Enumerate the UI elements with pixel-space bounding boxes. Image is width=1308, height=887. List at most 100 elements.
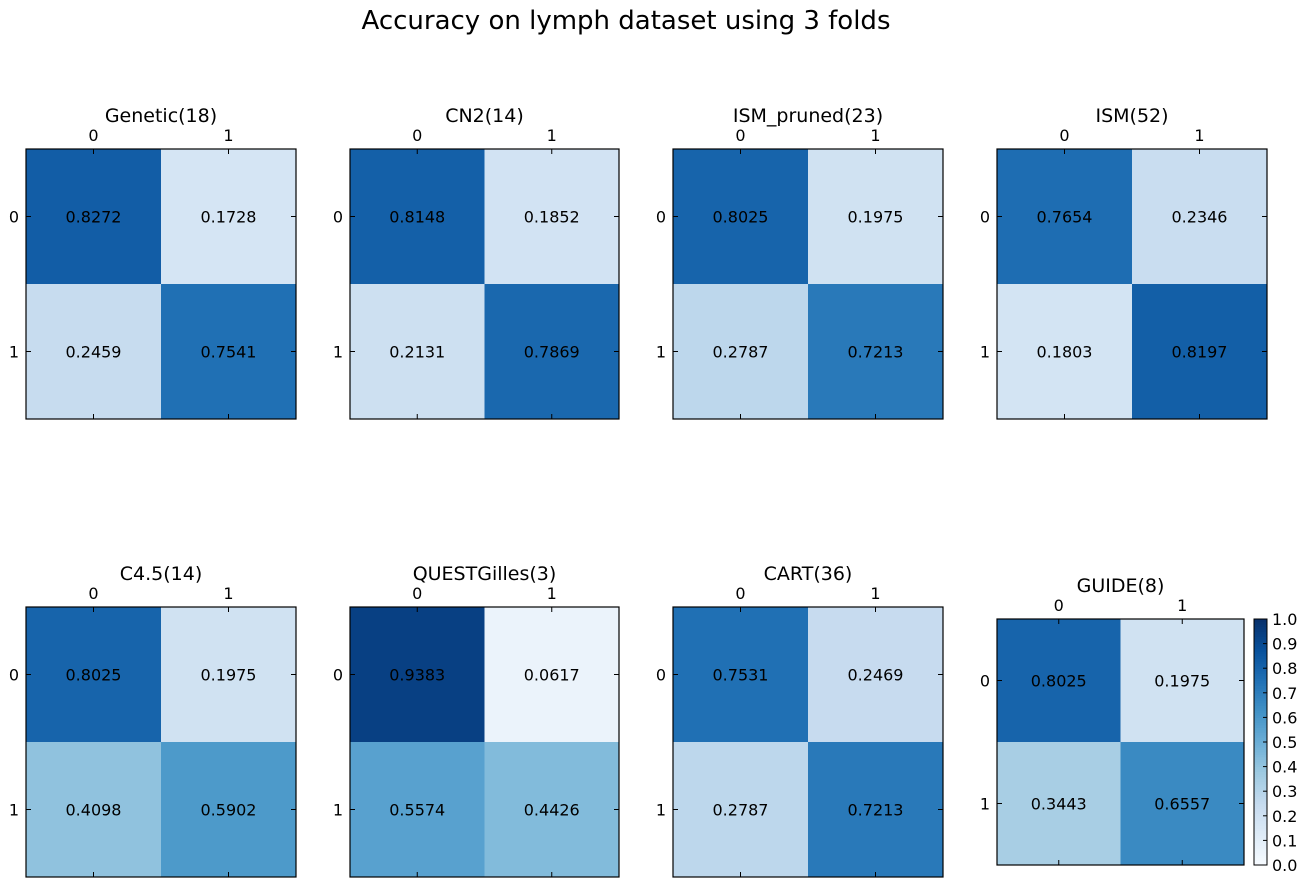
panel-title: Genetic(18)	[105, 105, 217, 127]
colorbar-segment	[1254, 650, 1267, 655]
y-tick-label: 1	[980, 343, 990, 362]
heatmap-cell	[808, 742, 943, 877]
colorbar-segment	[1254, 687, 1267, 691]
colorbar-segment	[1254, 680, 1267, 684]
heatmap-cell	[26, 284, 161, 419]
colorbar-segment	[1254, 860, 1267, 864]
colorbar-segment	[1254, 727, 1267, 731]
panel-title: ISM_pruned(23)	[733, 105, 883, 127]
heatmap-cell	[997, 149, 1132, 284]
panel-frame	[672, 606, 944, 878]
cell-value-label: 0.8148	[389, 208, 445, 227]
panel-title: CN2(14)	[445, 105, 524, 127]
heatmap-panel: 0.8025 0.1975 0.3443 0.6557 0 0 1 1 GUIDE(8)	[980, 575, 1245, 866]
colorbar-segment	[1254, 717, 1267, 721]
y-tick-label: 1	[980, 795, 990, 814]
colorbar-segment	[1254, 744, 1267, 748]
heatmap-panel: 0.8025 0.1975 0.4098 0.5902 0 0 1 1 C4.5(14)	[9, 563, 297, 878]
cell-value-label: 0.2459	[66, 343, 122, 362]
y-tick-label: 0	[980, 672, 990, 691]
heatmap-cell	[26, 742, 161, 877]
colorbar-tick-label: 0.0	[1272, 856, 1297, 875]
colorbar-segment	[1254, 833, 1267, 837]
colorbar-segment	[1254, 764, 1267, 768]
cell-value-label: 0.7654	[1037, 208, 1093, 227]
cell-value-label: 0.7531	[713, 666, 769, 685]
heatmap-cell	[1120, 742, 1244, 865]
heatmap-cell	[1120, 619, 1244, 742]
colorbar-segment	[1254, 643, 1267, 647]
heatmap-cell	[673, 607, 808, 742]
heatmap-panel: 0.8148 0.1852 0.2131 0.7869 0 0 1 1 CN2(14)	[333, 105, 620, 420]
cell-value-label: 0.6557	[1154, 795, 1210, 814]
colorbar-segment	[1254, 714, 1267, 718]
colorbar-segment	[1254, 759, 1267, 763]
colorbar-segment	[1254, 628, 1267, 632]
colorbar-segment	[1254, 801, 1267, 805]
heatmap-cell	[1132, 284, 1267, 419]
y-tick-label: 0	[9, 666, 19, 685]
y-tick-label: 0	[656, 666, 666, 685]
y-tick-label: 0	[9, 208, 19, 227]
panel-title: QUESTGilles(3)	[413, 563, 557, 585]
colorbar-segment	[1254, 749, 1267, 753]
colorbar-segment	[1254, 813, 1267, 817]
heatmap-cell	[484, 607, 619, 742]
colorbar-segment	[1254, 724, 1267, 728]
colorbar-segment	[1254, 850, 1267, 854]
cell-value-label: 0.3443	[1031, 795, 1087, 814]
colorbar-segment	[1254, 722, 1267, 726]
colorbar-tick-label: 0.9	[1272, 635, 1297, 654]
colorbar-segment	[1254, 793, 1267, 797]
colorbar-segment	[1254, 845, 1267, 849]
panel-frame	[25, 148, 297, 420]
colorbar-segment	[1254, 710, 1267, 714]
colorbar-segment	[1254, 685, 1267, 689]
colorbar-segment	[1254, 842, 1267, 846]
x-tick-label: 0	[1054, 596, 1064, 615]
y-tick-label: 0	[980, 208, 990, 227]
colorbar-segment	[1254, 810, 1267, 814]
colorbar-segment	[1254, 771, 1267, 775]
colorbar-segment	[1254, 788, 1267, 792]
x-tick-label: 1	[223, 126, 233, 145]
y-tick-label: 1	[333, 801, 343, 820]
heatmap-cell	[350, 284, 485, 419]
panel-frame	[349, 606, 620, 878]
colorbar-tick-label: 1.0	[1272, 610, 1297, 629]
x-tick-label: 0	[735, 584, 745, 603]
colorbar-segment	[1254, 857, 1267, 861]
heatmap-panel: 0.8272 0.1728 0.2459 0.7541 0 0 1 1 Genetic(18)	[9, 105, 297, 420]
colorbar-segment	[1254, 712, 1267, 716]
colorbar-segment	[1254, 700, 1267, 704]
colorbar-segment	[1254, 818, 1267, 822]
colorbar-segment	[1254, 776, 1267, 780]
y-tick-label: 1	[9, 343, 19, 362]
colorbar-segment	[1254, 648, 1267, 652]
colorbar-segment	[1254, 665, 1267, 669]
colorbar-segment	[1254, 673, 1267, 677]
heatmap-cell	[350, 149, 485, 284]
heatmap-panel: 0.7654 0.2346 0.1803 0.8197 0 0 1 1 ISM(52)	[980, 105, 1268, 420]
heatmap-panel: 0.7531 0.2469 0.2787 0.7213 0 0 1 1 CART(36)	[656, 563, 944, 878]
x-tick-label: 1	[547, 126, 557, 145]
y-tick-label: 1	[333, 343, 343, 362]
heatmap-cell	[808, 149, 943, 284]
colorbar-segment	[1254, 828, 1267, 832]
colorbar-segment	[1254, 737, 1267, 741]
heatmap-cell	[808, 607, 943, 742]
cell-value-label: 0.2787	[713, 343, 769, 362]
colorbar-segment	[1254, 773, 1267, 778]
colorbar-segment	[1254, 636, 1267, 640]
colorbar-segment	[1254, 808, 1267, 812]
cell-value-label: 0.5574	[389, 801, 445, 820]
cell-value-label: 0.2131	[389, 343, 445, 362]
colorbar-segment	[1254, 655, 1267, 659]
colorbar-segment	[1254, 690, 1267, 694]
cell-value-label: 0.2469	[848, 666, 904, 685]
colorbar-tick-label: 0.4	[1272, 758, 1297, 777]
x-tick-label: 0	[88, 126, 98, 145]
colorbar-segment	[1254, 660, 1267, 664]
colorbar-segment	[1254, 668, 1267, 672]
colorbar-segment	[1254, 778, 1267, 782]
